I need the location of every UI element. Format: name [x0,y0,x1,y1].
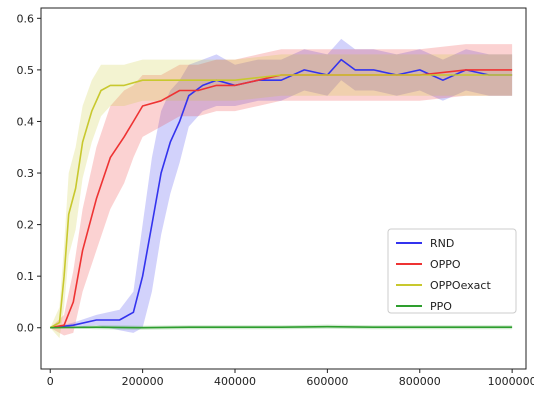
band-oppoexact [50,54,513,339]
y-tick-label: 0.1 [17,270,35,283]
legend-label: RND [430,237,454,250]
legend-label: OPPOexact [430,279,491,292]
x-tick-label: 200000 [122,375,164,388]
y-tick-label: 0.3 [17,167,35,180]
legend-label: PPO [430,300,452,313]
series-lines [49,58,513,329]
y-axis: 0.0 0.1 0.2 0.3 0.4 0.5 0.6 [17,12,41,335]
x-axis: 0 200000 400000 600000 800000 1000000 [47,369,534,388]
band-rnd [50,38,513,333]
y-tick-label: 0.0 [17,322,35,335]
x-tick-label: 1000000 [488,375,534,388]
series-line-oppoexact [49,74,513,329]
legend-box [387,228,517,314]
y-tick-label: 0.6 [17,12,35,25]
x-tick-label: 400000 [214,375,256,388]
y-tick-label: 0.2 [17,219,35,232]
legend: RND OPPO OPPOexact PPO [387,228,517,314]
legend-label: OPPO [430,258,461,271]
band-oppo [50,44,513,336]
x-tick-label: 0 [47,375,54,388]
y-tick-label: 0.5 [17,64,35,77]
x-tick-label: 600000 [306,375,348,388]
x-tick-label: 800000 [399,375,441,388]
y-tick-label: 0.4 [17,115,35,128]
series-line-ppo [50,325,513,329]
